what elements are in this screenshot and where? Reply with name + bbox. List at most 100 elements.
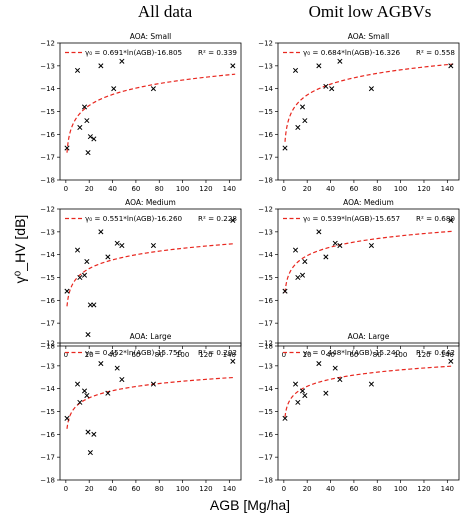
- x-tick-label: 60: [131, 485, 140, 493]
- legend-r2: R² = 0.228: [198, 214, 237, 223]
- y-tick-label: −14: [40, 385, 55, 393]
- data-point: [114, 365, 120, 371]
- x-tick-label: 0: [64, 351, 68, 359]
- data-point: [84, 392, 90, 399]
- legend-r2: R² = 0.339: [198, 48, 237, 57]
- data-point: [119, 376, 125, 383]
- data-point: [85, 150, 91, 156]
- x-tick-label: 60: [349, 351, 358, 359]
- plot-frame: [277, 342, 460, 481]
- data-point: [368, 86, 374, 92]
- y-tick-label: −15: [258, 274, 273, 282]
- y-tick-label: −17: [40, 154, 55, 162]
- legend-r2: R² = 0.202: [198, 348, 237, 357]
- x-tick-label: 40: [108, 351, 117, 359]
- data-point: [98, 229, 104, 235]
- x-tick-label: 140: [223, 485, 236, 493]
- data-point: [295, 399, 301, 405]
- x-tick-label: 140: [223, 351, 236, 359]
- data-point: [448, 358, 454, 364]
- y-tick-label: −15: [40, 274, 55, 282]
- data-point: [282, 415, 288, 421]
- y-tick-label: −15: [40, 108, 55, 116]
- data-point: [87, 134, 93, 140]
- data-point: [77, 274, 83, 281]
- data-point: [114, 240, 120, 246]
- data-point: [448, 63, 454, 69]
- data-point: [87, 450, 93, 456]
- x-tick-label: 20: [85, 185, 94, 193]
- y-tick-label: −13: [258, 362, 273, 370]
- data-point: [85, 429, 91, 435]
- y-tick-label: −12: [40, 340, 55, 348]
- y-tick-label: −18: [258, 343, 273, 351]
- data-point: [332, 240, 338, 246]
- y-tick-label: −16: [258, 297, 273, 305]
- x-tick-label: 0: [282, 185, 286, 193]
- data-point: [337, 58, 343, 64]
- y-tick-label: −14: [258, 385, 273, 393]
- fit-line: [284, 63, 454, 142]
- data-point: [448, 217, 454, 223]
- x-tick-label: 80: [155, 485, 164, 493]
- y-tick-label: −13: [258, 228, 273, 236]
- y-tick-label: −15: [258, 108, 273, 116]
- data-point: [302, 392, 308, 399]
- y-tick-label: −12: [40, 206, 55, 214]
- data-point: [105, 390, 111, 396]
- x-tick-label: 40: [326, 351, 335, 359]
- data-point: [230, 217, 236, 223]
- data-point: [81, 272, 88, 278]
- data-point: [84, 118, 90, 124]
- x-tick-label: 20: [85, 485, 94, 493]
- panel-aoa-mediumall: AOA: Medium −18 −17 −16 −15 −14 −13 −12 0 20 40 60 8…: [40, 198, 242, 359]
- y-tick-label: −13: [258, 62, 273, 70]
- data-point: [84, 258, 90, 265]
- data-point: [299, 272, 306, 278]
- y-tick-label: −16: [258, 131, 273, 139]
- y-tick-label: −16: [40, 431, 55, 439]
- x-tick-label: 60: [349, 485, 358, 493]
- y-tick-label: −17: [40, 320, 55, 328]
- data-point: [292, 381, 299, 387]
- panel-title: AOA: Medium: [343, 198, 394, 207]
- x-tick-label: 80: [373, 485, 382, 493]
- y-tick-label: −18: [40, 177, 55, 185]
- x-tick-label: 20: [303, 185, 312, 193]
- y-tick-label: −16: [40, 131, 55, 139]
- x-tick-label: 120: [417, 485, 430, 493]
- x-tick-label: 100: [176, 351, 189, 359]
- y-tick-label: −13: [40, 362, 55, 370]
- panel-aoa-smallall: AOA: Small −18 −17 −16 −15 −14 −13 −12 0 20 40 60 80…: [40, 32, 242, 193]
- x-tick-label: 0: [282, 351, 286, 359]
- y-tick-label: −12: [258, 206, 273, 214]
- y-tick-label: −15: [258, 408, 273, 416]
- data-point: [150, 86, 156, 92]
- legend-label: γ₀ = 0.684*ln(AGB)-16.326: [303, 48, 401, 57]
- panel-title: AOA: Large: [348, 332, 390, 341]
- x-tick-label: 140: [441, 485, 454, 493]
- panel-aoa-mediumomit: AOA: Medium −18 −17 −16 −15 −14 −13 −12 0 20 40 60 8…: [258, 198, 460, 359]
- panel-title: AOA: Small: [130, 32, 172, 41]
- y-tick-label: −18: [258, 477, 273, 485]
- data-point: [302, 118, 308, 124]
- x-tick-label: 140: [441, 351, 454, 359]
- data-point: [323, 254, 329, 260]
- data-point: [282, 145, 288, 151]
- data-point: [74, 381, 81, 387]
- y-tick-label: −13: [40, 228, 55, 236]
- x-tick-label: 60: [349, 185, 358, 193]
- data-point: [64, 288, 70, 294]
- data-point: [105, 254, 111, 260]
- legend-label: γ₀ = 0.452*ln(AGB)-15.756: [85, 348, 183, 357]
- y-tick-label: −12: [40, 40, 55, 48]
- x-tick-label: 0: [64, 485, 68, 493]
- panel-title: AOA: Medium: [125, 198, 176, 207]
- panel-aoa-largeomit: AOA: Large −18 −17 −16 −15 −14 −13 −12 0 20 40 60 80…: [258, 332, 460, 493]
- x-tick-label: 0: [64, 185, 68, 193]
- x-tick-label: 40: [108, 485, 117, 493]
- legend-label: γ₀ = 0.539*ln(AGB)-15.657: [303, 214, 400, 223]
- x-tick-label: 20: [303, 351, 312, 359]
- panel-title: AOA: Large: [130, 332, 172, 341]
